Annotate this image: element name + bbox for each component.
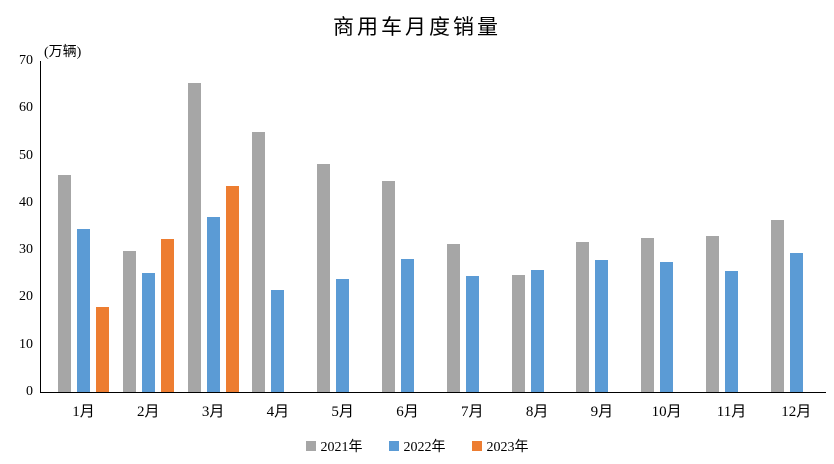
x-axis-label: 8月 — [525, 404, 549, 420]
y-axis-tick-label: 60 — [19, 100, 33, 116]
x-axis-label: 6月 — [396, 404, 419, 420]
chart-title: 商用车月度销量 — [333, 15, 501, 39]
bar-2021年-1月 — [58, 174, 71, 392]
bar-2022年-2月 — [141, 273, 155, 392]
bar-2023年-3月 — [225, 185, 239, 392]
x-axis-label: 11月 — [716, 404, 747, 420]
legend-label: 2022年 — [403, 440, 446, 455]
x-axis-label: 1月 — [72, 404, 95, 420]
bar-2022年-8月 — [530, 270, 544, 392]
bar-2021年-4月 — [252, 131, 266, 392]
bar-2022年-7月 — [465, 276, 479, 392]
y-axis-tick-label: 10 — [19, 336, 33, 352]
x-axis-label: 4月 — [266, 404, 290, 420]
legend-label: 2023年 — [486, 440, 529, 455]
bar-2021年-12月 — [770, 219, 784, 392]
y-axis-tick-label: 30 — [19, 242, 33, 258]
y-axis-tick-label: 50 — [19, 147, 33, 163]
y-axis-tick-label: 20 — [19, 289, 33, 305]
bar-group-12月: 12月 — [770, 61, 822, 420]
x-axis-label: 5月 — [331, 404, 354, 420]
bar-2021年-8月 — [511, 274, 525, 392]
legend-swatch-icon — [305, 441, 316, 451]
legend-swatch-icon — [388, 441, 399, 451]
legend-label: 2021年 — [320, 440, 363, 455]
bar-group-11月: 11月 — [706, 61, 757, 420]
bar-group-8月: 8月 — [511, 61, 563, 420]
bar-2023年-1月 — [96, 306, 109, 392]
x-axis-label: 12月 — [781, 404, 812, 420]
bar-group-1月: 1月 — [58, 61, 109, 420]
bar-2021年-5月 — [317, 164, 331, 392]
legend-item-2023年: 2023年 — [471, 436, 529, 456]
bar-2022年-3月 — [206, 216, 220, 392]
bar-group-4月: 4月 — [252, 61, 303, 420]
bar-2022年-12月 — [789, 253, 803, 392]
bar-2023年-2月 — [160, 238, 174, 392]
x-axis-label: 2月 — [137, 404, 160, 420]
x-axis-label: 7月 — [461, 404, 484, 420]
y-axis-tick-label: 70 — [19, 53, 33, 68]
bar-2022年-6月 — [401, 258, 414, 392]
legend-item-2021年: 2021年 — [305, 436, 363, 456]
x-axis-label: 9月 — [590, 404, 614, 420]
bar-group-9月: 9月 — [576, 61, 627, 420]
y-axis-tick-label: 40 — [19, 194, 33, 210]
bar-2021年-6月 — [382, 181, 395, 392]
bar-2022年-11月 — [725, 271, 738, 392]
x-axis-label: 3月 — [201, 404, 225, 420]
bar-2021年-9月 — [576, 241, 590, 392]
legend-item-2022年: 2022年 — [388, 436, 446, 456]
bar-group-5月: 5月 — [317, 61, 368, 420]
bar-group-2月: 2月 — [122, 61, 174, 420]
bar-2021年-10月 — [641, 238, 655, 392]
bar-2021年-7月 — [446, 243, 460, 392]
bar-2021年-3月 — [187, 83, 201, 392]
bar-2022年-10月 — [660, 262, 674, 392]
bar-2022年-9月 — [595, 259, 609, 392]
y-axis-unit-label: (万辆) — [44, 45, 82, 60]
x-axis-label: 10月 — [651, 404, 682, 420]
bar-2021年-11月 — [706, 235, 719, 392]
bar-2022年-5月 — [336, 279, 350, 392]
y-axis-tick-label: 0 — [26, 384, 33, 399]
legend-swatch-icon — [471, 441, 482, 451]
bar-2021年-2月 — [122, 251, 136, 392]
bar-group-10月: 10月 — [641, 61, 692, 420]
bar-group-6月: 6月 — [382, 61, 433, 420]
legend: 2021年 2022年 2023年 — [0, 436, 834, 456]
plot-area: 0 10 20 30 40 50 60 70 1月 2月 3月 4月 5月 6月 7月 8月 9月 10月 11月 1… — [19, 53, 826, 420]
bar-2022年-1月 — [77, 228, 90, 392]
bar-2022年-4月 — [271, 289, 285, 392]
bar-group-3月: 3月 — [187, 61, 239, 420]
bar-group-7月: 7月 — [446, 61, 498, 420]
